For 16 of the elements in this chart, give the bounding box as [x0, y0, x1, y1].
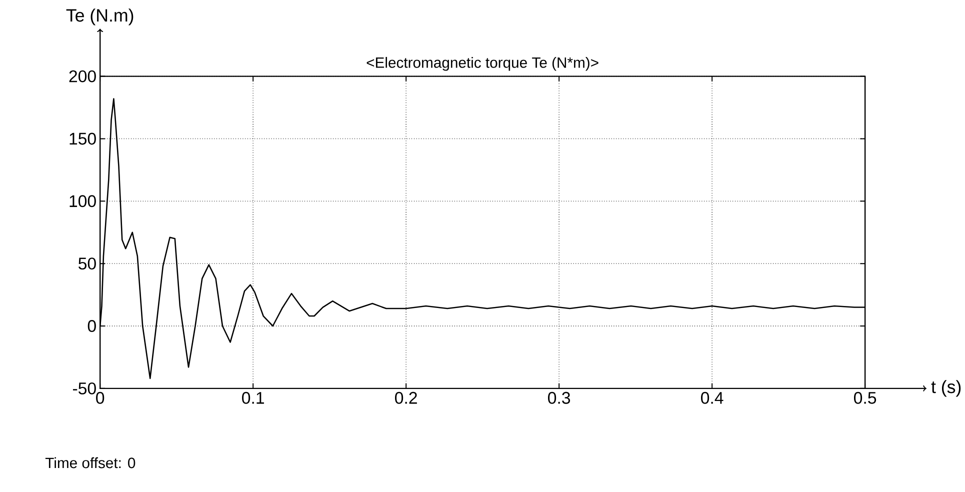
- y-tick-label: -50: [72, 382, 96, 394]
- y-tick-label: 150: [70, 132, 96, 144]
- x-tick-label: 0.1: [242, 392, 264, 404]
- chart-title: <Electromagnetic torque Te (N*m)>: [366, 56, 598, 71]
- x-tick-label: 0.4: [701, 392, 724, 404]
- y-tick-label: 200: [69, 70, 96, 82]
- x-tick-label: 0.5: [854, 392, 876, 404]
- x-tick-label: 0: [96, 392, 104, 404]
- y-axis-title: Te (N.m): [66, 8, 134, 25]
- x-axis-title: t (s): [931, 380, 961, 397]
- y-tick-label: 50: [78, 257, 96, 270]
- y-tick-label: 100: [70, 194, 96, 207]
- x-tick-label: 0.2: [395, 392, 417, 404]
- y-tick-label: 0: [88, 320, 96, 332]
- x-tick-label: 0.3: [548, 392, 570, 404]
- text: Time offset: 0: [45, 457, 136, 468]
